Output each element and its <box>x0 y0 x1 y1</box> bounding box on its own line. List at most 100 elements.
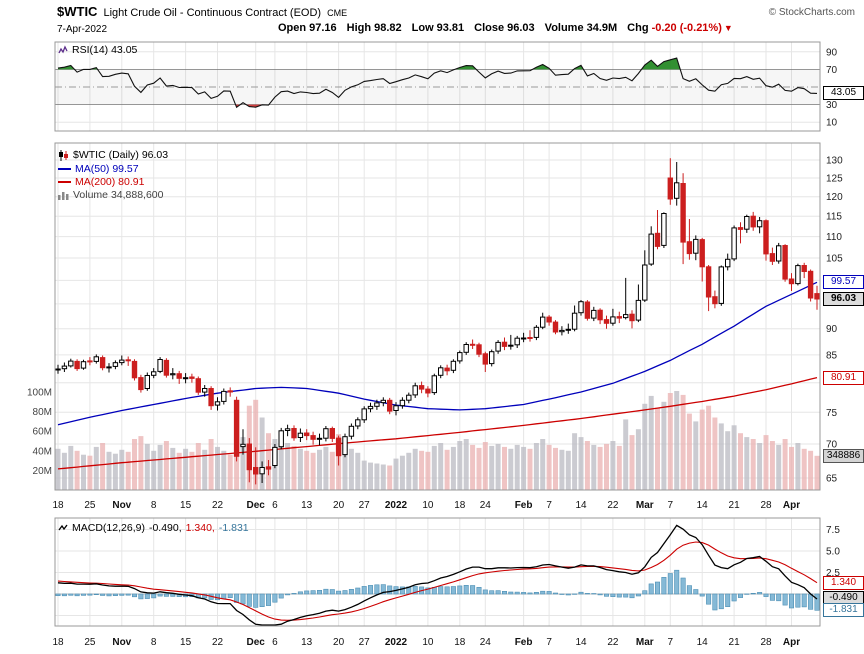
svg-text:130: 130 <box>826 156 843 167</box>
svg-text:27: 27 <box>359 500 371 511</box>
horizontal-gridlines <box>55 51 820 616</box>
svg-text:Apr: Apr <box>783 500 800 511</box>
macd-icon <box>58 524 68 531</box>
rsi-legend: RSI(14) 43.05 <box>58 44 137 56</box>
svg-text:22: 22 <box>212 500 224 511</box>
stockcharts-credit-link[interactable]: © StockCharts.com <box>768 7 855 18</box>
svg-text:14: 14 <box>575 500 587 511</box>
svg-text:90: 90 <box>826 324 838 335</box>
svg-text:22: 22 <box>607 637 619 648</box>
svg-text:2.5: 2.5 <box>826 568 840 579</box>
svg-text:10: 10 <box>826 118 838 129</box>
macd-signal-callout: 1.340 <box>823 575 864 590</box>
svg-text:120: 120 <box>826 192 843 203</box>
macd-line-value: -0.490, <box>148 522 182 534</box>
svg-text:28: 28 <box>760 500 772 511</box>
svg-text:2022: 2022 <box>385 637 408 648</box>
svg-text:22: 22 <box>607 500 619 511</box>
svg-text:80M: 80M <box>33 407 52 418</box>
quote-volume: Volume 34.9M <box>545 22 618 34</box>
svg-text:25: 25 <box>84 637 96 648</box>
svg-text:105: 105 <box>826 254 843 265</box>
svg-text:20M: 20M <box>33 466 52 477</box>
svg-text:18: 18 <box>52 637 64 648</box>
symbol: $WTIC <box>57 4 98 19</box>
macd-legend-label: MACD(12,26,9) <box>72 522 145 534</box>
chg-label: Chg <box>627 22 649 34</box>
quote-low: Low 93.81 <box>412 22 465 34</box>
chart-header: $WTIC Light Crude Oil - Continuous Contr… <box>57 4 347 19</box>
svg-text:20: 20 <box>333 500 345 511</box>
ma200-legend: MA(200) 80.91 <box>58 176 144 188</box>
svg-text:Dec: Dec <box>247 637 266 648</box>
rsi-icon <box>58 45 68 54</box>
svg-text:85: 85 <box>826 350 838 361</box>
open-label: Open <box>278 22 307 34</box>
svg-text:18: 18 <box>52 500 64 511</box>
svg-text:24: 24 <box>480 637 492 648</box>
svg-text:75: 75 <box>826 408 838 419</box>
ma200-line <box>57 376 818 470</box>
close-value: 96.03 <box>507 22 535 34</box>
svg-text:8: 8 <box>151 500 157 511</box>
svg-text:Nov: Nov <box>112 637 131 648</box>
rsi-legend-label: RSI(14) 43.05 <box>72 44 138 56</box>
ma200-line-swatch <box>58 181 71 183</box>
ma50-line <box>57 281 818 426</box>
svg-text:20: 20 <box>333 637 345 648</box>
svg-text:18: 18 <box>454 637 466 648</box>
ma50-legend: MA(50) 99.57 <box>58 163 139 175</box>
svg-text:10: 10 <box>422 500 434 511</box>
svg-text:24: 24 <box>480 500 492 511</box>
close-label: Close <box>474 22 505 34</box>
quote-change: Chg -0.20 (-0.21%) ▼ <box>627 22 733 34</box>
svg-text:90: 90 <box>826 47 838 58</box>
volume-bars <box>55 391 820 490</box>
svg-text:15: 15 <box>180 500 192 511</box>
quote-high: High 98.82 <box>347 22 402 34</box>
svg-text:40M: 40M <box>33 446 52 457</box>
rsi-callout: 43.05 <box>823 86 864 101</box>
svg-text:2022: 2022 <box>385 500 408 511</box>
y-axis-labels: 130 125 120 115 110 105 90 85 75 70 65 90 70 30 10 7.5 5… <box>27 47 843 579</box>
svg-text:7: 7 <box>546 500 552 511</box>
svg-text:14: 14 <box>697 637 709 648</box>
svg-text:Feb: Feb <box>515 500 533 511</box>
svg-text:7: 7 <box>668 637 674 648</box>
volume-legend: Volume 34,888,600 <box>58 189 164 201</box>
ma50-callout: 99.57 <box>823 275 864 290</box>
svg-text:21: 21 <box>729 637 741 648</box>
svg-text:7: 7 <box>668 500 674 511</box>
svg-text:Feb: Feb <box>515 637 533 648</box>
quote-close: Close 96.03 <box>474 22 535 34</box>
close-callout: 96.03 <box>823 292 864 306</box>
candles <box>55 158 820 485</box>
ma200-callout: 80.91 <box>823 370 864 385</box>
symbol-legend: $WTIC (Daily) 96.03 <box>58 149 168 161</box>
svg-text:28: 28 <box>760 637 772 648</box>
svg-text:Mar: Mar <box>636 500 654 511</box>
svg-text:7: 7 <box>546 637 552 648</box>
volume-bars-icon <box>58 192 69 200</box>
svg-text:22: 22 <box>212 637 224 648</box>
svg-text:125: 125 <box>826 174 843 185</box>
svg-text:100M: 100M <box>27 388 52 399</box>
x-axis-labels: 18 18 25 25 Nov Nov 8 8 15 15 22 22 Dec Dec 6 6 13 13 20 20… <box>52 500 800 648</box>
chart-title: Light Crude Oil - Continuous Contract (E… <box>103 7 322 19</box>
ma200-legend-label: MA(200) 80.91 <box>75 176 145 188</box>
macd-hist-value: -1.831 <box>218 522 249 534</box>
exchange-label: CME <box>327 8 348 18</box>
high-value: 98.82 <box>374 22 402 34</box>
volume-value: 34.9M <box>586 22 618 34</box>
svg-text:115: 115 <box>826 212 842 223</box>
svg-text:6: 6 <box>272 637 278 648</box>
svg-text:8: 8 <box>151 637 157 648</box>
svg-text:13: 13 <box>301 637 313 648</box>
macd-legend: MACD(12,26,9) -0.490, 1.340, -1.831 <box>58 522 249 534</box>
svg-text:7.5: 7.5 <box>826 525 840 536</box>
svg-text:5.0: 5.0 <box>826 547 840 558</box>
svg-text:60M: 60M <box>33 427 52 438</box>
low-value: 93.81 <box>436 22 465 34</box>
volume-callout: 348886 <box>823 448 864 463</box>
